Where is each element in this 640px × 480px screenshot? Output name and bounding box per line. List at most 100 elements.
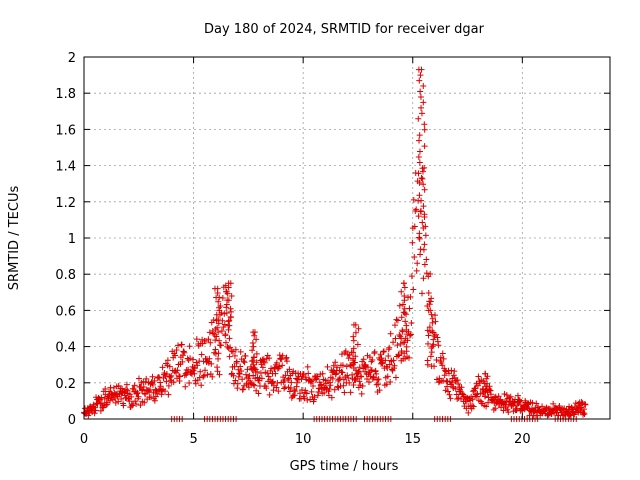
data-point [265,373,272,380]
data-point [347,361,354,368]
data-point [250,343,257,350]
data-point [432,312,439,319]
data-point [386,361,393,368]
data-point [437,354,444,361]
data-point [205,336,212,343]
data-point [408,273,415,280]
data-point [215,350,222,357]
data-point [365,378,372,385]
data-point [446,391,453,398]
data-point [266,391,273,398]
data-point [503,398,510,405]
data-point [297,390,304,397]
data-point [411,254,418,261]
data-point [243,371,250,378]
data-point [345,374,352,381]
data-point [398,288,405,295]
data-point [352,329,359,336]
data-point [416,235,423,242]
data-point [417,88,424,95]
data-point [469,396,476,403]
data-point [257,370,264,377]
data-point [420,181,427,188]
data-point [189,356,196,363]
x-tick-label: 5 [189,432,197,447]
data-point [358,373,365,380]
data-point [142,391,149,398]
data-point [248,358,255,365]
data-point [419,219,426,226]
data-point [350,333,357,340]
data-point [192,380,199,387]
data-point [288,379,295,386]
data-point [415,115,422,122]
y-tick-label: 1.6 [55,123,76,138]
x-tick-label: 0 [80,432,88,447]
data-point [416,179,423,186]
data-point [127,403,134,410]
data-point [270,378,277,385]
data-point [416,192,423,199]
data-point [283,358,290,365]
data-point [368,367,375,374]
data-point [350,365,357,372]
x-tick-label: 15 [404,432,421,447]
data-point [215,355,222,362]
data-point [422,232,429,239]
data-point [492,405,499,412]
data-point [533,400,540,407]
data-point [356,364,363,371]
data-point [239,376,246,383]
data-point [264,370,271,377]
data-point [102,386,109,393]
data-point [276,363,283,370]
data-point [427,271,434,278]
data-point [400,339,407,346]
data-point [264,352,271,359]
data-point [360,356,367,363]
data-point [479,385,486,392]
data-point [207,370,214,377]
data-point [391,362,398,369]
data-point [429,315,436,322]
data-point [420,99,427,106]
data-point [421,143,428,150]
data-point [242,352,249,359]
data-point [355,368,362,375]
data-point [417,208,424,215]
data-point [399,328,406,335]
data-point [416,77,423,84]
data-point [92,407,99,414]
data-point [225,280,232,287]
x-axis-label: GPS time / hours [290,459,399,474]
data-point [219,317,226,324]
data-point [385,352,392,359]
data-point [226,317,233,324]
data-point [418,66,425,73]
data-point [304,363,311,370]
data-point [418,197,425,204]
data-point [260,356,267,363]
data-point [198,382,205,389]
data-point [475,373,482,380]
data-point [387,378,394,385]
data-point [350,345,357,352]
y-tick-label: 0.4 [55,341,76,356]
data-point [305,370,312,377]
data-point [231,352,238,359]
y-tick-labels: 0 0.2 0.4 0.6 0.8 1 1.2 1.4 1.6 1.8 2 [55,51,76,428]
data-point [141,399,148,406]
data-point [284,376,291,383]
data-point [214,324,221,331]
data-point [173,369,180,376]
data-point [165,391,172,398]
data-point [416,132,423,139]
y-tick-label: 1.2 [55,196,76,211]
data-point [383,381,390,388]
data-point [410,196,417,203]
data-point [228,348,235,355]
y-tick-label: 1.8 [55,87,76,102]
data-point [204,358,211,365]
data-point [308,388,315,395]
data-point [104,401,111,408]
